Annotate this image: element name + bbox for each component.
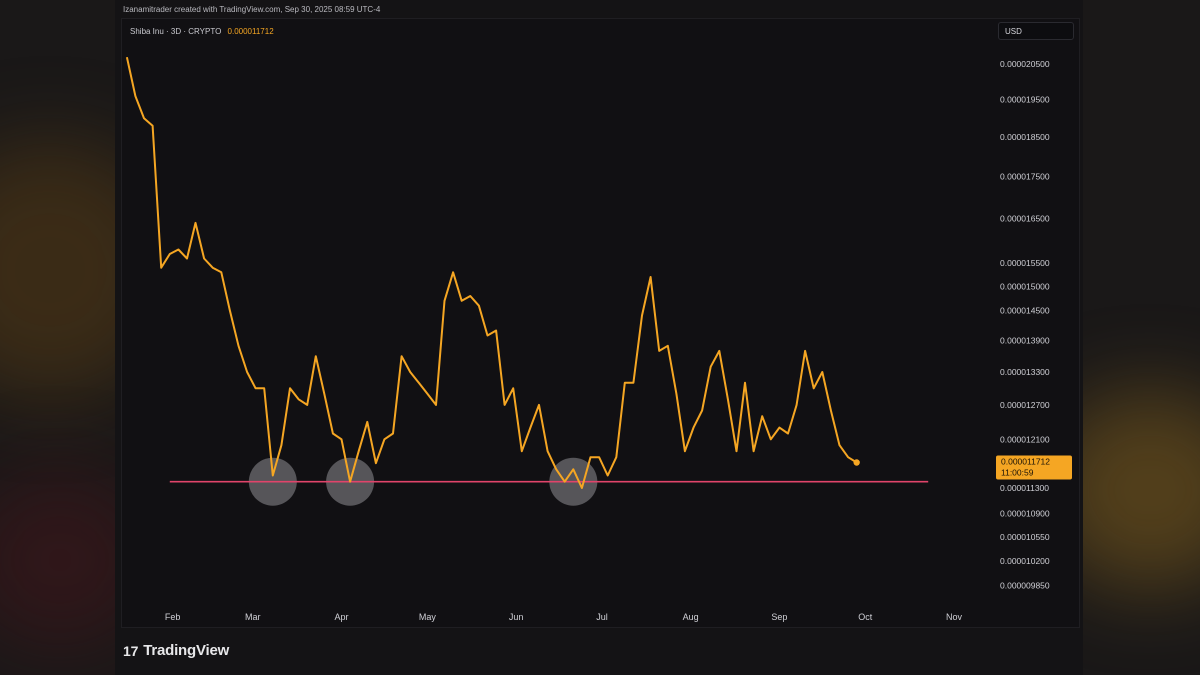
countdown-label: 11:00:59 xyxy=(1001,468,1034,478)
x-tick-label: Feb xyxy=(165,612,181,622)
x-tick-label: Nov xyxy=(946,612,963,622)
y-tick-label: 0.000010900 xyxy=(1000,509,1050,519)
y-tick-label: 0.000015500 xyxy=(1000,258,1050,268)
last-price-tag xyxy=(996,455,1072,480)
x-tick-label: Jul xyxy=(596,612,608,622)
y-tick-label: 0.000020500 xyxy=(1000,59,1050,69)
chart-frame: Izanamitrader created with TradingView.c… xyxy=(115,0,1083,675)
x-tick-label: Apr xyxy=(335,612,349,622)
y-tick-label: 0.000012700 xyxy=(1000,400,1050,410)
tradingview-logo-icon: 17 xyxy=(123,642,139,659)
x-tick-label: Oct xyxy=(858,612,873,622)
y-tick-label: 0.000017500 xyxy=(1000,172,1050,182)
y-tick-label: 0.000013900 xyxy=(1000,336,1050,346)
y-tick-label: 0.000011300 xyxy=(1000,483,1049,493)
last-price-label: 0.000011712 xyxy=(1001,457,1050,467)
currency-button[interactable]: USD xyxy=(998,22,1074,40)
legend-price: 0.000011712 xyxy=(227,27,274,36)
y-tick-label: 0.000016500 xyxy=(1000,214,1050,224)
symbol-label: Shiba Inu · 3D · CRYPTO xyxy=(130,27,222,36)
x-tick-label: May xyxy=(419,612,437,622)
y-tick-label: 0.000019500 xyxy=(1000,95,1050,105)
price-series-line xyxy=(125,56,858,489)
x-tick-label: Mar xyxy=(245,612,261,622)
y-tick-label: 0.000015000 xyxy=(1000,281,1050,291)
y-tick-label: 0.000010550 xyxy=(1000,532,1050,542)
y-tick-label: 0.000009850 xyxy=(1000,581,1050,591)
y-tick-label: 0.000018500 xyxy=(1000,132,1050,142)
x-tick-label: Aug xyxy=(683,612,699,622)
brand-name: TradingView xyxy=(143,642,230,659)
symbol-legend: Shiba Inu · 3D · CRYPTO 0.000011712 xyxy=(130,27,274,36)
tradingview-brand: 17 TradingView xyxy=(123,642,229,659)
y-tick-label: 0.000014500 xyxy=(1000,306,1050,316)
chart-panel[interactable]: Shiba Inu · 3D · CRYPTO 0.000011712 USD … xyxy=(121,18,1080,628)
author-credit: Izanamitrader created with TradingView.c… xyxy=(123,5,381,14)
x-tick-label: Sep xyxy=(771,612,787,622)
x-tick-label: Jun xyxy=(509,612,524,622)
price-chart[interactable]: 0.000020500 0.000019500 0.000018500 0.00001… xyxy=(122,19,1079,627)
last-price-dot xyxy=(853,459,860,466)
y-tick-label: 0.000013300 xyxy=(1000,367,1050,377)
y-tick-label: 0.000012100 xyxy=(1000,434,1050,444)
y-tick-label: 0.000010200 xyxy=(1000,556,1050,566)
